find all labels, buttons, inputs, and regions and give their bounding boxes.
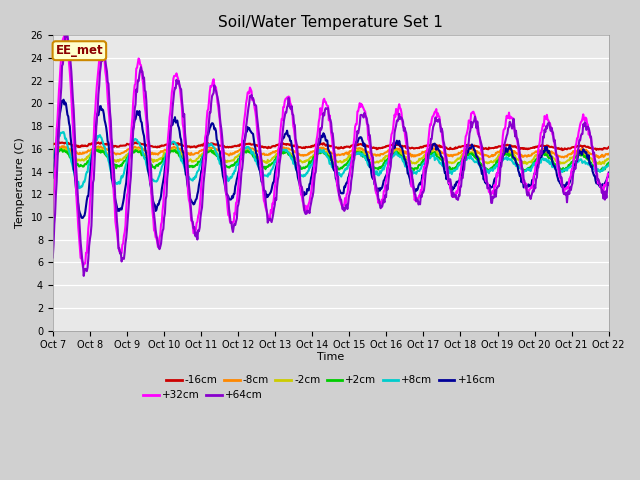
-8cm xyxy=(415,152,423,158)
+16cm xyxy=(605,170,612,176)
-2cm xyxy=(415,156,423,162)
Line: -2cm: -2cm xyxy=(52,148,609,164)
X-axis label: Time: Time xyxy=(317,352,344,362)
+2cm xyxy=(60,148,67,154)
Line: +64cm: +64cm xyxy=(52,36,609,276)
-16cm xyxy=(173,141,181,146)
+64cm xyxy=(174,79,182,85)
+64cm xyxy=(416,202,424,207)
+32cm xyxy=(174,76,182,82)
-2cm xyxy=(605,156,612,162)
-16cm xyxy=(117,143,125,148)
+8cm xyxy=(416,167,424,172)
-8cm xyxy=(60,144,67,149)
+64cm xyxy=(59,61,67,67)
-2cm xyxy=(117,157,125,163)
+64cm xyxy=(400,128,408,133)
Legend: +32cm, +64cm: +32cm, +64cm xyxy=(139,386,267,404)
+2cm xyxy=(117,162,125,168)
Line: +8cm: +8cm xyxy=(52,132,609,188)
-16cm xyxy=(415,145,423,151)
-16cm xyxy=(605,144,612,150)
Y-axis label: Temperature (C): Temperature (C) xyxy=(15,138,25,228)
+2cm xyxy=(203,150,211,156)
+2cm xyxy=(49,155,56,160)
Line: +32cm: +32cm xyxy=(52,36,609,267)
+64cm xyxy=(80,273,88,279)
Text: EE_met: EE_met xyxy=(56,44,103,57)
-2cm xyxy=(597,161,605,167)
+8cm xyxy=(60,129,67,135)
+32cm xyxy=(118,250,125,256)
+16cm xyxy=(60,97,67,103)
+16cm xyxy=(416,180,424,186)
-16cm xyxy=(399,144,407,149)
+8cm xyxy=(204,143,211,148)
+16cm xyxy=(174,123,182,129)
-2cm xyxy=(173,148,181,154)
+32cm xyxy=(416,192,424,198)
-2cm xyxy=(203,147,211,153)
-8cm xyxy=(399,149,407,155)
-8cm xyxy=(49,148,56,154)
-16cm xyxy=(559,147,566,153)
-8cm xyxy=(203,145,211,151)
-16cm xyxy=(49,141,56,146)
+32cm xyxy=(59,37,67,43)
+32cm xyxy=(49,213,56,218)
-2cm xyxy=(59,146,67,152)
+8cm xyxy=(76,185,83,191)
+32cm xyxy=(605,171,612,177)
+64cm xyxy=(49,254,56,260)
Title: Soil/Water Temperature Set 1: Soil/Water Temperature Set 1 xyxy=(218,15,444,30)
-8cm xyxy=(117,151,125,156)
+16cm xyxy=(49,175,56,180)
+64cm xyxy=(118,259,125,264)
+32cm xyxy=(400,125,408,131)
Line: -8cm: -8cm xyxy=(52,146,609,158)
+64cm xyxy=(605,182,612,188)
+2cm xyxy=(605,160,612,166)
+64cm xyxy=(204,136,211,142)
-16cm xyxy=(98,140,106,145)
+16cm xyxy=(59,98,67,104)
+16cm xyxy=(400,153,408,159)
+32cm xyxy=(79,264,87,270)
+16cm xyxy=(204,132,211,138)
+64cm xyxy=(63,33,71,38)
+2cm xyxy=(58,146,65,152)
Line: +16cm: +16cm xyxy=(52,100,609,218)
Line: +2cm: +2cm xyxy=(52,149,609,171)
-2cm xyxy=(49,154,56,159)
-2cm xyxy=(94,145,102,151)
Line: -16cm: -16cm xyxy=(52,143,609,150)
+16cm xyxy=(118,207,125,213)
+8cm xyxy=(605,162,612,168)
+2cm xyxy=(399,156,407,161)
+32cm xyxy=(204,108,211,114)
-8cm xyxy=(59,144,67,150)
-16cm xyxy=(203,141,211,147)
-16cm xyxy=(59,140,67,146)
+2cm xyxy=(173,148,181,154)
-8cm xyxy=(173,144,181,150)
+32cm xyxy=(61,33,68,38)
+2cm xyxy=(415,162,423,168)
-8cm xyxy=(605,151,612,157)
+8cm xyxy=(118,173,125,179)
+8cm xyxy=(174,148,182,154)
-8cm xyxy=(595,155,602,161)
+8cm xyxy=(59,129,67,135)
+8cm xyxy=(400,158,408,164)
+8cm xyxy=(49,155,56,161)
+2cm xyxy=(596,168,604,174)
-2cm xyxy=(399,152,407,158)
+16cm xyxy=(78,215,86,221)
